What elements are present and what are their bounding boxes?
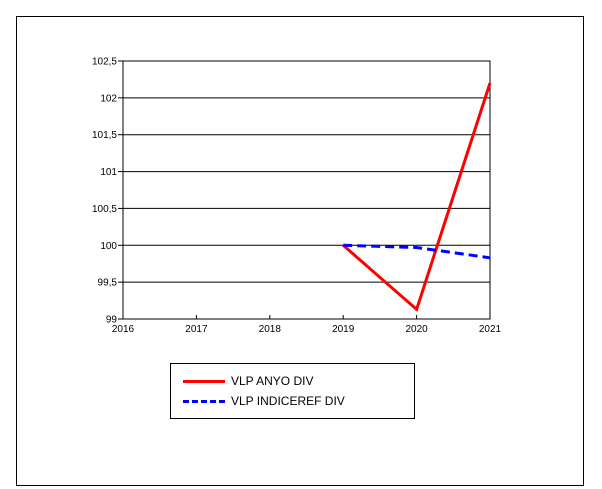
legend-item-1: VLP INDICEREF DIV: [183, 392, 345, 410]
x-tick-label: 2017: [185, 324, 208, 335]
axes: [118, 60, 491, 320]
legend: VLP ANYO DIV VLP INDICEREF DIV: [170, 363, 415, 419]
x-tick-label: 2021: [479, 324, 502, 335]
legend-item-0: VLP ANYO DIV: [183, 372, 313, 390]
x-tick-labels: 2016 2017 2018 2019 2020 2021: [112, 324, 502, 335]
y-tick-label: 102: [100, 93, 117, 104]
y-tick-labels: 99 99,5 100 100,5 101 101,5 102 102,5: [92, 57, 117, 326]
y-tick-label: 100: [100, 241, 117, 252]
legend-label-1: VLP INDICEREF DIV: [231, 394, 345, 408]
y-tick-label: 101,5: [92, 130, 117, 141]
x-tick-label: 2020: [405, 324, 428, 335]
y-tick-label: 100,5: [92, 204, 117, 215]
series-line-0: [342, 82, 492, 313]
gridlines: [123, 60, 490, 320]
legend-swatch-0: [183, 379, 225, 383]
plot-area-border: [122, 60, 491, 320]
series-lines: [342, 82, 492, 313]
y-tick-label: 99,5: [98, 278, 118, 289]
series-line-1: [343, 243, 491, 260]
legend-label-0: VLP ANYO DIV: [231, 374, 314, 388]
y-tick-label: 99: [106, 315, 118, 326]
y-tick-label: 101: [100, 167, 117, 178]
legend-swatch-1: [183, 399, 225, 403]
x-tick-label: 2018: [259, 324, 282, 335]
y-tick-label: 102,5: [92, 57, 117, 68]
x-tick-label: 2019: [332, 324, 355, 335]
x-tick-label: 2016: [112, 324, 135, 335]
